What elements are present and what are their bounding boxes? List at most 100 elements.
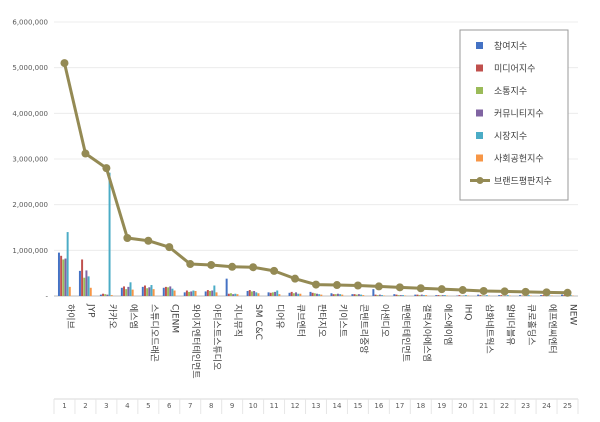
bar [477, 294, 480, 296]
line-point [521, 287, 530, 296]
bar [150, 285, 153, 296]
x-rank-label: 12 [291, 402, 300, 410]
bar [68, 286, 71, 296]
line-point [270, 266, 279, 275]
bar [439, 295, 442, 296]
line-point [312, 280, 320, 289]
bar [393, 294, 396, 296]
x-rank-label: 6 [167, 402, 172, 410]
x-rank-label: 21 [479, 402, 488, 410]
x-rank-label: 24 [542, 402, 551, 410]
bar [506, 295, 509, 296]
bar [106, 294, 109, 296]
x-category-label: 스튜디오드래곤 [148, 304, 159, 362]
bar [225, 278, 228, 296]
bar [227, 293, 230, 296]
x-category-label: 에스에이엠 [442, 304, 454, 345]
bar [62, 259, 65, 296]
legend-label: 사회공헌지수 [494, 154, 544, 165]
bar [188, 291, 191, 296]
x-category-label: 큐로홀딩스 [526, 304, 538, 345]
bar [127, 286, 130, 296]
legend-label: 시장지수 [494, 131, 527, 142]
line-point [395, 283, 404, 292]
y-tick-label: 4,000,000 [12, 110, 48, 118]
y-tick-label: 3,000,000 [12, 156, 48, 164]
x-rank-label: 23 [521, 402, 530, 410]
line-point [186, 260, 195, 269]
bar [288, 292, 291, 296]
bar [211, 290, 214, 296]
bar [60, 255, 63, 296]
bar [339, 294, 342, 296]
line-point [144, 236, 153, 245]
x-category-label: SM C&C [253, 304, 263, 340]
bar [425, 295, 428, 296]
x-category-label: 지니뮤직 [232, 304, 243, 337]
bar [87, 276, 90, 296]
bar [357, 294, 360, 296]
x-rank-label: 22 [500, 402, 509, 410]
bar [362, 295, 365, 296]
bar [395, 294, 398, 296]
bar [271, 292, 274, 296]
bar [125, 289, 128, 296]
x-category-label: CJENM [169, 304, 179, 333]
bar [253, 290, 256, 296]
bar [123, 286, 125, 296]
line-point [374, 282, 383, 291]
line-point [123, 234, 132, 242]
y-axis-grid [54, 21, 578, 297]
bar [378, 294, 381, 296]
x-category-label: 아센디오 [379, 304, 390, 337]
y-tick-label: 2,000,000 [12, 201, 48, 209]
bar [83, 277, 86, 296]
bar [206, 290, 209, 296]
x-category-label: 키이스트 [337, 304, 348, 337]
x-rank-label: 17 [395, 402, 404, 410]
bar [402, 295, 404, 296]
bar [435, 295, 438, 296]
bar [353, 294, 356, 296]
legend-label: 소통지수 [494, 86, 527, 97]
bar [437, 295, 440, 296]
bar [78, 270, 81, 296]
bar [209, 290, 211, 296]
bar [164, 286, 167, 296]
bar [171, 288, 174, 296]
line-point [458, 286, 467, 295]
legend-label: 참여지수 [494, 40, 527, 52]
x-rank-label: 1 [62, 402, 66, 410]
bar [318, 294, 321, 296]
bar [563, 295, 566, 296]
x-category-label: 판타지오 [316, 304, 327, 337]
y-axis-ticks: - 1,000,000 2,000,000 3,000,000 4,000,000 5,0… [12, 19, 48, 301]
bar [399, 295, 402, 296]
x-rank-label: 25 [563, 402, 572, 410]
x-rank-label: 11 [270, 402, 279, 410]
bar [120, 287, 123, 296]
bar [246, 290, 249, 296]
bar [527, 295, 530, 296]
y-tick-label: 5,000,000 [12, 64, 48, 72]
line-point [249, 263, 258, 272]
bar [229, 293, 232, 296]
bar [355, 294, 358, 296]
bar [131, 289, 134, 296]
bar [213, 285, 216, 296]
bar [561, 294, 563, 296]
bar [381, 295, 384, 296]
x-rank-label: 16 [374, 402, 383, 410]
bar [110, 295, 113, 296]
x-category-label: 큐브엔터 [295, 304, 306, 337]
x-category-label: 갤럭시아에스엠 [421, 304, 433, 362]
line-point [416, 284, 425, 293]
bar [458, 295, 461, 296]
bar [485, 295, 488, 296]
bar [297, 293, 300, 296]
x-rank-label: 13 [312, 402, 321, 410]
bar [255, 292, 258, 296]
bar [313, 293, 316, 296]
bar [397, 295, 400, 296]
line-point [60, 59, 69, 68]
